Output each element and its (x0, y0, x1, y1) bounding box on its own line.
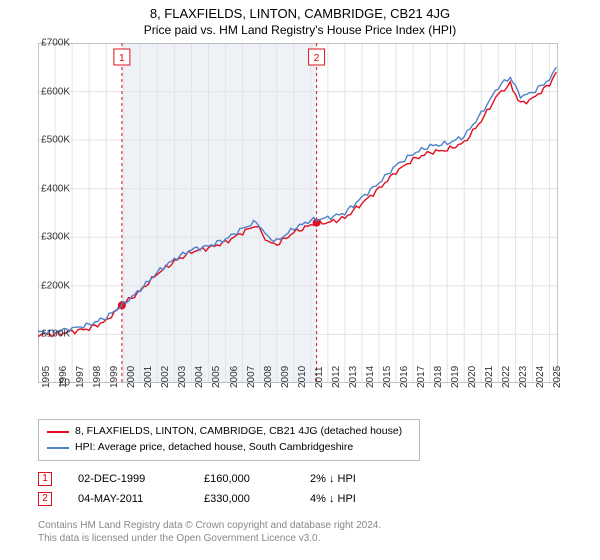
x-tick-label: 2004 (194, 366, 205, 388)
chart-area: 12 £0£100K£200K£300K£400K£500K£600K£700K… (38, 43, 598, 413)
marker-badge: 1 (38, 472, 52, 486)
x-tick-label: 2006 (229, 366, 240, 388)
x-tick-label: 2013 (348, 366, 359, 388)
tx-date: 02-DEC-1999 (78, 473, 178, 485)
svg-text:1: 1 (119, 53, 125, 64)
table-row: 2 04-MAY-2011 £330,000 4% ↓ HPI (38, 489, 600, 509)
y-tick-label: £400K (41, 183, 70, 194)
footer-line: This data is licensed under the Open Gov… (38, 532, 600, 545)
x-tick-label: 2009 (280, 366, 291, 388)
x-tick-label: 2003 (177, 366, 188, 388)
x-tick-label: 2019 (450, 366, 461, 388)
x-tick-label: 2005 (211, 366, 222, 388)
x-tick-label: 2015 (382, 366, 393, 388)
chart-svg: 12 (38, 43, 558, 383)
tx-delta: 4% ↓ HPI (310, 493, 356, 505)
table-row: 1 02-DEC-1999 £160,000 2% ↓ HPI (38, 469, 600, 489)
x-tick-label: 2024 (535, 366, 546, 388)
legend: 8, FLAXFIELDS, LINTON, CAMBRIDGE, CB21 4… (38, 419, 420, 461)
legend-label: 8, FLAXFIELDS, LINTON, CAMBRIDGE, CB21 4… (75, 424, 402, 440)
x-tick-label: 1996 (58, 366, 69, 388)
x-tick-label: 2007 (246, 366, 257, 388)
x-tick-label: 1997 (75, 366, 86, 388)
x-tick-label: 2018 (433, 366, 444, 388)
x-tick-label: 1995 (41, 366, 52, 388)
x-tick-label: 2014 (365, 366, 376, 388)
tx-price: £330,000 (204, 493, 284, 505)
footer: Contains HM Land Registry data © Crown c… (38, 519, 600, 545)
x-tick-label: 2001 (143, 366, 154, 388)
y-tick-label: £100K (41, 329, 70, 340)
y-tick-label: £500K (41, 135, 70, 146)
x-tick-label: 2011 (314, 366, 325, 388)
x-tick-label: 2002 (160, 366, 171, 388)
tx-price: £160,000 (204, 473, 284, 485)
x-tick-label: 2008 (263, 366, 274, 388)
tx-date: 04-MAY-2011 (78, 493, 178, 505)
y-tick-label: £200K (41, 280, 70, 291)
y-tick-label: £300K (41, 232, 70, 243)
x-tick-label: 2022 (501, 366, 512, 388)
legend-swatch (47, 431, 69, 433)
y-tick-label: £700K (41, 38, 70, 49)
x-tick-label: 2016 (399, 366, 410, 388)
x-tick-label: 2025 (552, 366, 563, 388)
footer-line: Contains HM Land Registry data © Crown c… (38, 519, 600, 532)
tx-delta: 2% ↓ HPI (310, 473, 356, 485)
x-tick-label: 2020 (467, 366, 478, 388)
transactions-table: 1 02-DEC-1999 £160,000 2% ↓ HPI 2 04-MAY… (38, 469, 600, 509)
legend-item: HPI: Average price, detached house, Sout… (47, 440, 411, 456)
x-tick-label: 2021 (484, 366, 495, 388)
x-tick-label: 1999 (109, 366, 120, 388)
x-tick-label: 2000 (126, 366, 137, 388)
x-tick-label: 2023 (518, 366, 529, 388)
x-tick-label: 2010 (297, 366, 308, 388)
x-tick-label: 2017 (416, 366, 427, 388)
legend-item: 8, FLAXFIELDS, LINTON, CAMBRIDGE, CB21 4… (47, 424, 411, 440)
x-tick-label: 2012 (331, 366, 342, 388)
marker-badge: 2 (38, 492, 52, 506)
svg-text:2: 2 (314, 53, 320, 64)
page-subtitle: Price paid vs. HM Land Registry's House … (0, 21, 600, 43)
x-tick-label: 1998 (92, 366, 103, 388)
legend-swatch (47, 447, 69, 449)
legend-label: HPI: Average price, detached house, Sout… (75, 440, 353, 456)
y-tick-label: £600K (41, 86, 70, 97)
page-title: 8, FLAXFIELDS, LINTON, CAMBRIDGE, CB21 4… (0, 0, 600, 21)
